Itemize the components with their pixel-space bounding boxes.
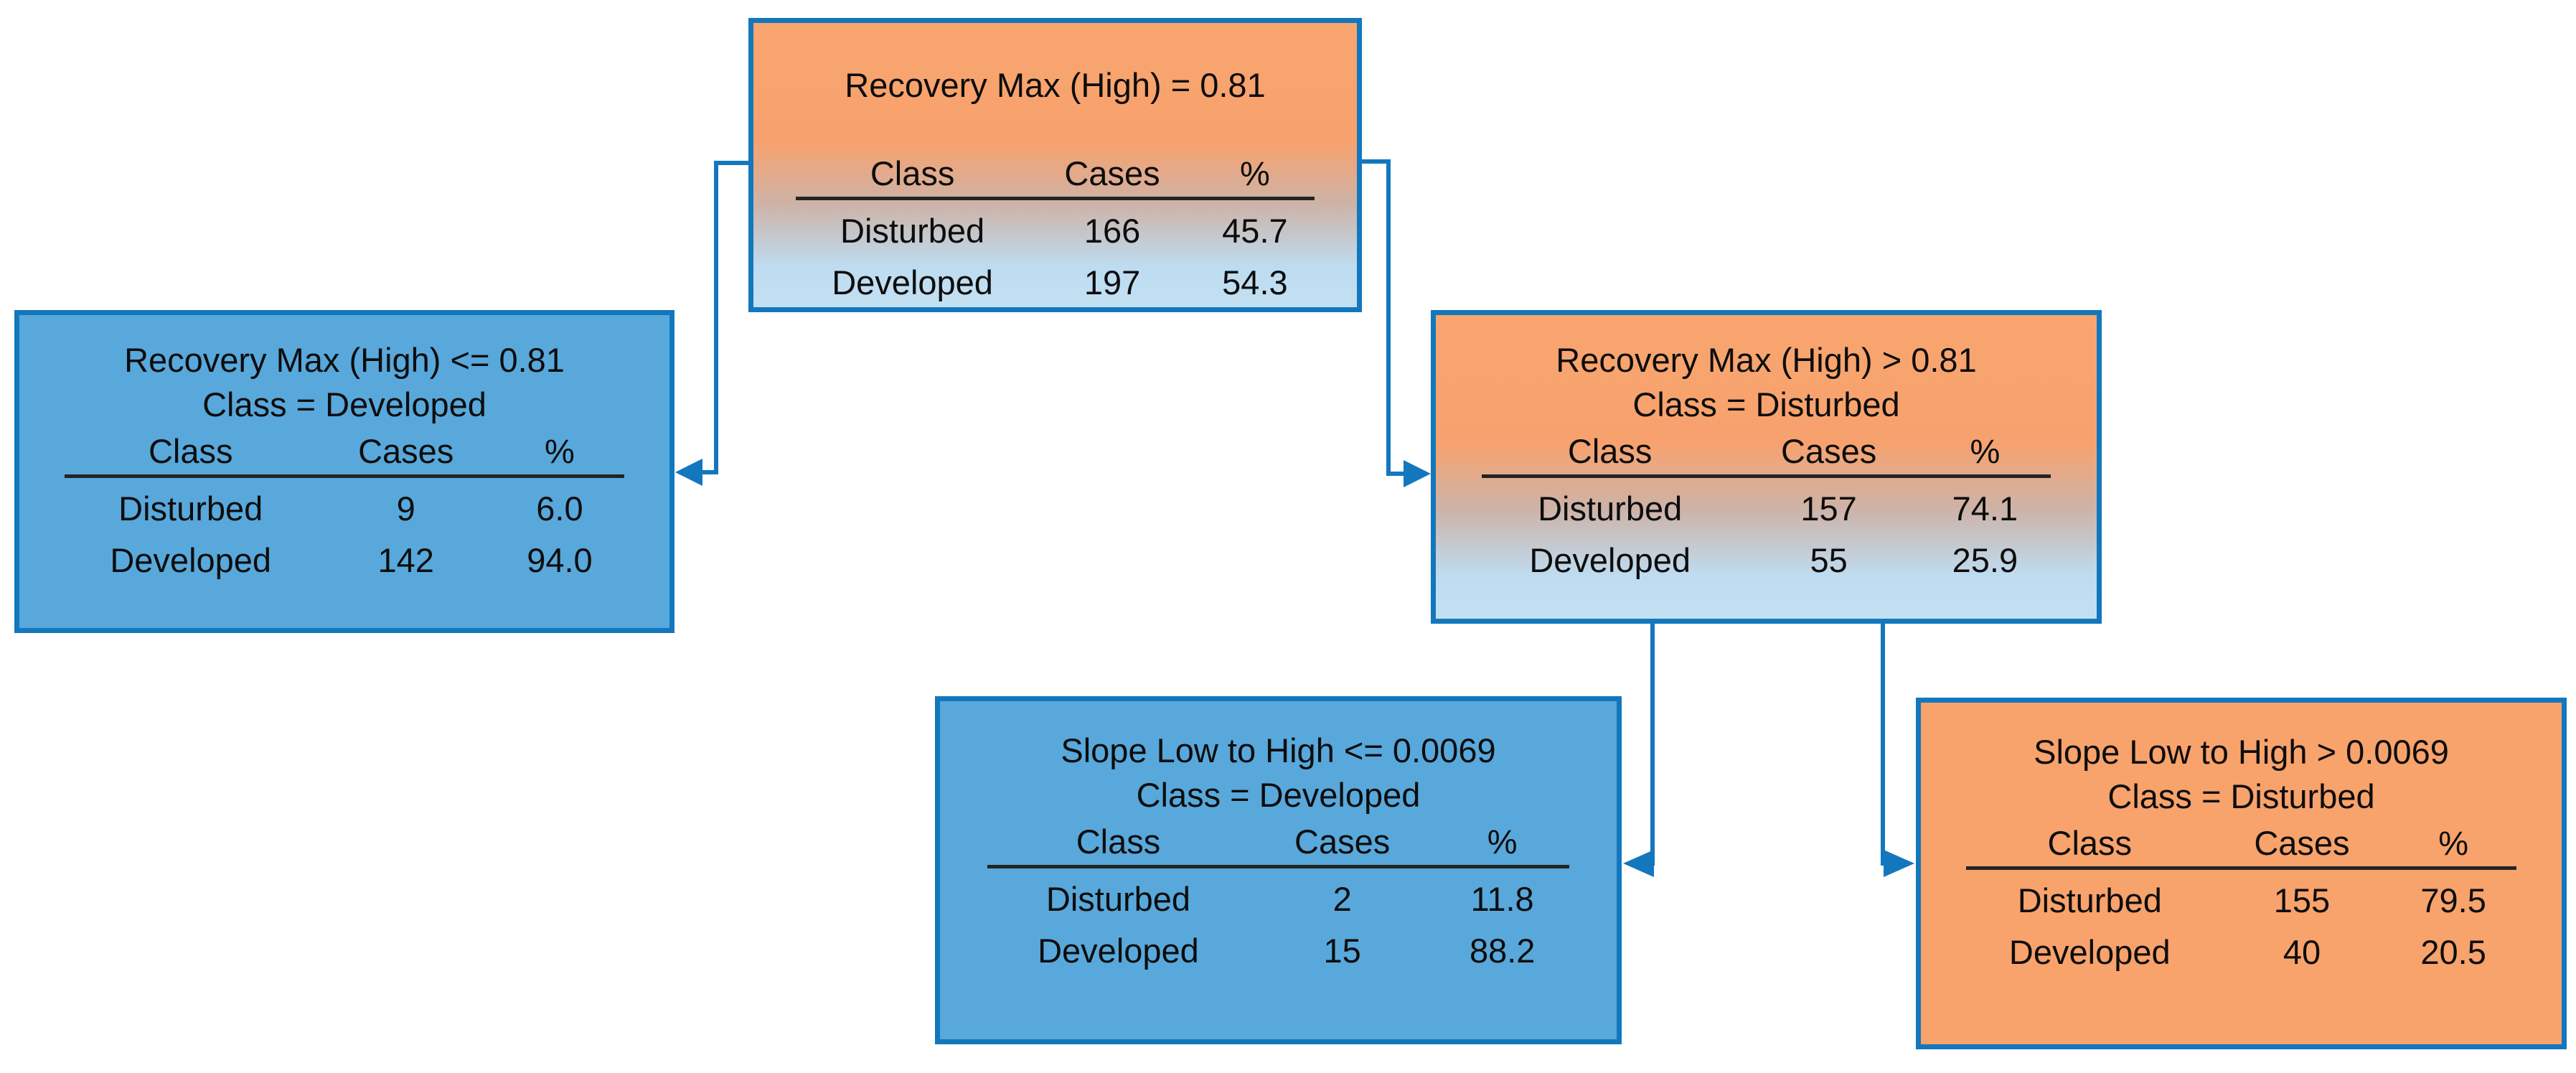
arrowhead-left-icon — [675, 459, 702, 486]
table-row: Disturbed 9 6.0 — [65, 485, 624, 533]
cell-pct: 20.5 — [2420, 933, 2486, 971]
col-header-class: Class — [870, 154, 955, 192]
node-class-label: Class = Disturbed — [2107, 777, 2375, 815]
col-header-cases: Cases — [1780, 432, 1877, 470]
cell-cases: 166 — [1083, 212, 1141, 250]
table-header-row: Class Cases % — [987, 822, 1569, 862]
cell-cases: 197 — [1083, 263, 1141, 301]
arrowhead-right-icon — [1404, 460, 1431, 487]
cell-pct: 54.3 — [1222, 263, 1288, 301]
node-split-rule: Recovery Max (High) <= 0.81 — [124, 341, 565, 379]
cell-cases: 142 — [377, 541, 434, 579]
cell-class: Developed — [1038, 932, 1199, 970]
node-table: Class Cases % Disturbed 155 79.5 Develop… — [1965, 823, 2517, 976]
node-class-label: Class = Developed — [1136, 776, 1421, 814]
cell-class: Disturbed — [1045, 880, 1191, 918]
node-table: Class Cases % Disturbed 157 74.1 Develop… — [1482, 431, 2051, 584]
table-divider — [65, 474, 624, 478]
cell-class: Disturbed — [1538, 489, 1683, 528]
table-divider — [795, 197, 1315, 200]
cell-cases: 55 — [1810, 541, 1848, 579]
col-header-pct: % — [545, 432, 575, 470]
cell-pct: 25.9 — [1952, 541, 2018, 579]
tree-node-slope-low: Slope Low to High <= 0.0069 Class = Deve… — [935, 696, 1622, 1044]
cell-cases: 155 — [2273, 881, 2331, 919]
node-split-rule: Recovery Max (High) > 0.81 — [1556, 341, 1977, 379]
table-row: Developed 15 88.2 — [987, 927, 1569, 975]
table-divider — [1482, 474, 2051, 478]
cell-cases: 2 — [1332, 880, 1352, 918]
table-row: Disturbed 2 11.8 — [987, 876, 1569, 923]
table-divider — [987, 865, 1569, 868]
cell-cases: 15 — [1323, 932, 1361, 970]
cell-class: Developed — [2008, 933, 2171, 971]
table-row: Developed 40 20.5 — [1966, 929, 2517, 976]
table-row: Disturbed 157 74.1 — [1482, 485, 2050, 533]
node-table: Class Cases % Disturbed 9 6.0 Developed … — [65, 431, 624, 584]
table-row: Disturbed 155 79.5 — [1966, 877, 2517, 924]
table-divider — [1965, 866, 2517, 870]
cell-pct: 6.0 — [536, 489, 583, 528]
table-row: Developed 197 54.3 — [796, 259, 1315, 306]
col-header-pct: % — [1240, 154, 1270, 192]
cell-pct: 45.7 — [1222, 212, 1288, 250]
cell-class: Disturbed — [118, 489, 263, 528]
cell-cases: 9 — [396, 489, 415, 528]
tree-node-slope-high: Slope Low to High > 0.0069 Class = Distu… — [1916, 698, 2567, 1049]
table-row: Developed 142 94.0 — [65, 537, 624, 584]
tree-node-recovery-low: Recovery Max (High) <= 0.81 Class = Deve… — [14, 310, 674, 633]
node-class-label: Class = Disturbed — [1632, 385, 1900, 423]
cell-cases: 40 — [2283, 933, 2321, 971]
node-table: Class Cases % Disturbed 2 11.8 Developed… — [987, 822, 1569, 975]
connector-right-to-slope-low — [1650, 624, 1655, 866]
node-split-rule: Recovery Max (High) = 0.81 — [845, 66, 1266, 104]
tree-node-recovery-high: Recovery Max (High) > 0.81 Class = Distu… — [1431, 310, 2102, 624]
col-header-pct: % — [1487, 823, 1518, 861]
table-header-row: Class Cases % — [1966, 823, 2517, 863]
cell-class: Disturbed — [840, 212, 985, 250]
node-table: Class Cases % Disturbed 166 45.7 Develop… — [795, 154, 1315, 306]
cell-class: Developed — [110, 541, 272, 579]
col-header-class: Class — [2047, 824, 2133, 862]
cell-pct: 94.0 — [527, 541, 593, 579]
table-header-row: Class Cases % — [1482, 431, 2050, 472]
table-row: Disturbed 166 45.7 — [796, 207, 1315, 255]
table-row: Developed 55 25.9 — [1482, 537, 2050, 584]
arrowhead-right-icon — [1884, 850, 1914, 877]
col-header-pct: % — [1970, 432, 2001, 470]
table-header-row: Class Cases % — [65, 431, 624, 472]
table-header-row: Class Cases % — [796, 154, 1315, 194]
cell-cases: 157 — [1800, 489, 1857, 528]
node-class-label: Class = Developed — [202, 385, 486, 423]
cell-pct: 88.2 — [1469, 932, 1536, 970]
col-header-cases: Cases — [1064, 154, 1160, 192]
cell-pct: 11.8 — [1470, 880, 1534, 918]
connector-root-to-left — [700, 161, 748, 474]
tree-node-root: Recovery Max (High) = 0.81 Class Cases %… — [748, 18, 1362, 312]
arrowhead-left-icon — [1623, 850, 1654, 877]
col-header-cases: Cases — [2254, 824, 2350, 862]
connector-root-to-right — [1355, 159, 1405, 476]
connector-right-to-slope-high — [1881, 624, 1886, 866]
col-header-class: Class — [148, 432, 233, 470]
col-header-class: Class — [1076, 823, 1161, 861]
col-header-cases: Cases — [358, 432, 454, 470]
col-header-pct: % — [2438, 824, 2469, 862]
node-split-rule: Slope Low to High > 0.0069 — [2034, 733, 2449, 771]
cell-class: Developed — [832, 263, 993, 301]
cell-pct: 79.5 — [2420, 881, 2486, 919]
cell-pct: 74.1 — [1952, 489, 2018, 528]
col-header-cases: Cases — [1294, 823, 1391, 861]
cell-class: Disturbed — [2017, 881, 2162, 919]
col-header-class: Class — [1567, 432, 1653, 470]
node-split-rule: Slope Low to High <= 0.0069 — [1061, 731, 1496, 769]
cell-class: Developed — [1529, 541, 1691, 579]
